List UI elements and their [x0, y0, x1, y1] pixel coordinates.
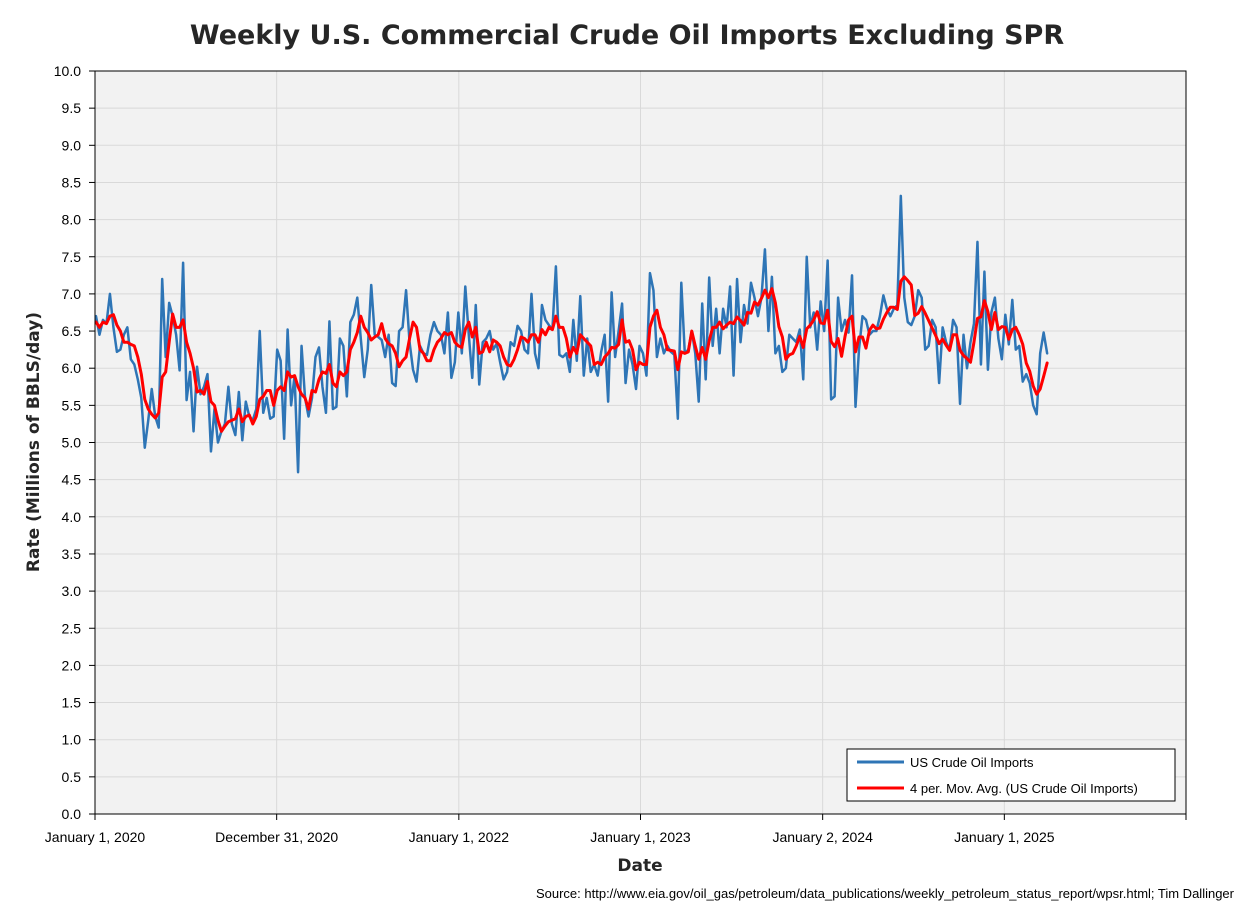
y-tick-label: 7.5 — [62, 249, 82, 265]
y-tick-label: 5.5 — [62, 397, 82, 413]
legend-label-moving-average: 4 per. Mov. Avg. (US Crude Oil Imports) — [910, 781, 1138, 796]
y-tick-label: 2.0 — [62, 657, 82, 673]
x-axis-title: Date — [617, 856, 662, 876]
x-tick-label: January 1, 2025 — [954, 829, 1055, 845]
x-tick-label: January 1, 2022 — [409, 829, 510, 845]
x-tick-label: January 1, 2023 — [590, 829, 691, 845]
source-note: Source: http://www.eia.gov/oil_gas/petro… — [536, 886, 1235, 901]
y-tick-label: 9.0 — [62, 137, 82, 153]
y-tick-label: 10.0 — [54, 63, 81, 79]
x-axis-ticks: January 1, 2020 December 31, 2020 January … — [45, 814, 1187, 845]
y-tick-label: 3.0 — [62, 583, 82, 599]
y-tick-label: 1.5 — [62, 695, 82, 711]
y-tick-label: 8.0 — [62, 212, 82, 228]
y-tick-label: 2.5 — [62, 620, 82, 636]
y-tick-label: 7.0 — [62, 286, 82, 302]
gridlines — [95, 71, 1186, 814]
y-tick-label: 1.0 — [62, 732, 82, 748]
y-tick-label: 0.0 — [62, 806, 82, 822]
y-tick-label: 5.0 — [62, 435, 82, 451]
legend: US Crude Oil Imports 4 per. Mov. Avg. (U… — [846, 748, 1176, 802]
y-tick-label: 4.5 — [62, 472, 82, 488]
y-axis-title: Rate (Millions of BBLS/day) — [24, 312, 44, 572]
y-tick-label: 3.5 — [62, 546, 82, 562]
series-layer — [94, 194, 1049, 474]
x-tick-label: January 2, 2024 — [772, 829, 873, 845]
y-tick-label: 9.5 — [62, 100, 82, 116]
chart-title: Weekly U.S. Commercial Crude Oil Imports… — [190, 20, 1064, 51]
legend-label-imports: US Crude Oil Imports — [910, 755, 1034, 770]
y-tick-label: 8.5 — [62, 174, 82, 190]
y-tick-label: 6.5 — [62, 323, 82, 339]
y-tick-label: 0.5 — [62, 769, 82, 785]
y-axis-ticks: 0.0 0.5 1.0 1.5 2.0 2.5 3.0 3.5 4.0 4.5 5.0 5.5 6.0 6… — [54, 63, 95, 822]
y-tick-label: 6.0 — [62, 360, 82, 376]
x-tick-label: January 1, 2020 — [45, 829, 146, 845]
legend-box — [846, 748, 1176, 802]
x-tick-label: December 31, 2020 — [215, 829, 338, 845]
y-tick-label: 4.0 — [62, 509, 82, 525]
series-line-moving-average — [94, 275, 1049, 433]
